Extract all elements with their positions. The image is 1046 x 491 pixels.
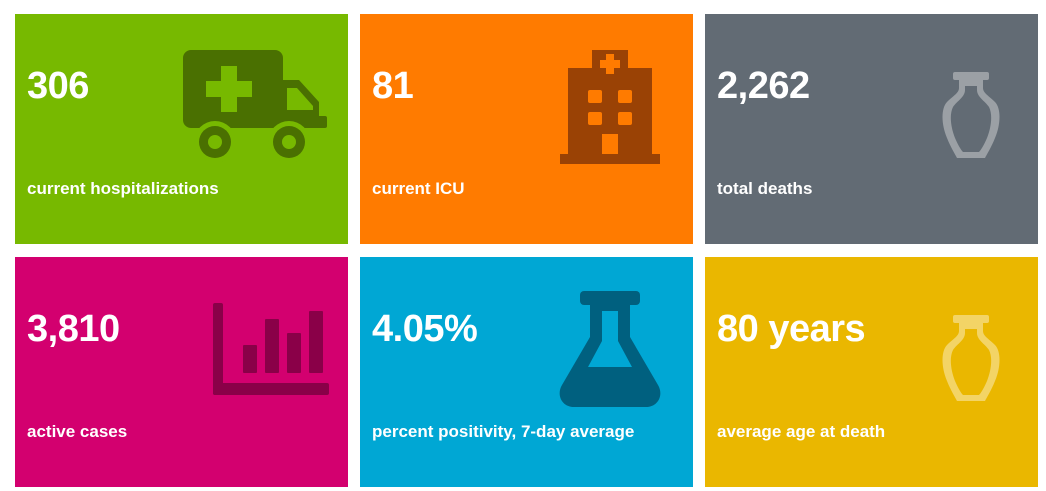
ambulance-icon xyxy=(183,48,329,162)
tile-deaths: 2,262 total deaths xyxy=(705,14,1038,244)
tile-value: 3,810 xyxy=(27,308,120,350)
tile-hospitalizations: 306 current hospitalizations xyxy=(15,14,348,244)
tile-label: percent positivity, 7-day average xyxy=(372,422,635,441)
tile-label: active cases xyxy=(27,422,128,441)
tile-value: 4.05% xyxy=(372,308,478,350)
tile-value: 81 xyxy=(372,65,414,107)
tile-label: current ICU xyxy=(372,179,465,198)
tile-value: 80 years xyxy=(717,308,866,350)
tile-value: 306 xyxy=(27,65,89,107)
tile-value: 2,262 xyxy=(717,65,810,107)
stats-grid: 306 current hospitalizations 81 xyxy=(15,14,1038,487)
urn-icon xyxy=(941,315,1001,403)
bar-chart-icon xyxy=(213,303,329,395)
tile-average-age: 80 years average age at death xyxy=(705,257,1038,487)
flask-icon xyxy=(558,291,662,407)
tile-label: total deaths xyxy=(717,179,813,198)
tile-active-cases: 3,810 active cases xyxy=(15,257,348,487)
tile-label: current hospitalizations xyxy=(27,179,219,198)
tile-label: average age at death xyxy=(717,422,886,441)
tile-icu: 81 current ICU xyxy=(360,14,693,244)
hospital-building-icon xyxy=(560,50,660,164)
tile-positivity: 4.05% percent positivity, 7-day average xyxy=(360,257,693,487)
urn-icon xyxy=(941,72,1001,160)
